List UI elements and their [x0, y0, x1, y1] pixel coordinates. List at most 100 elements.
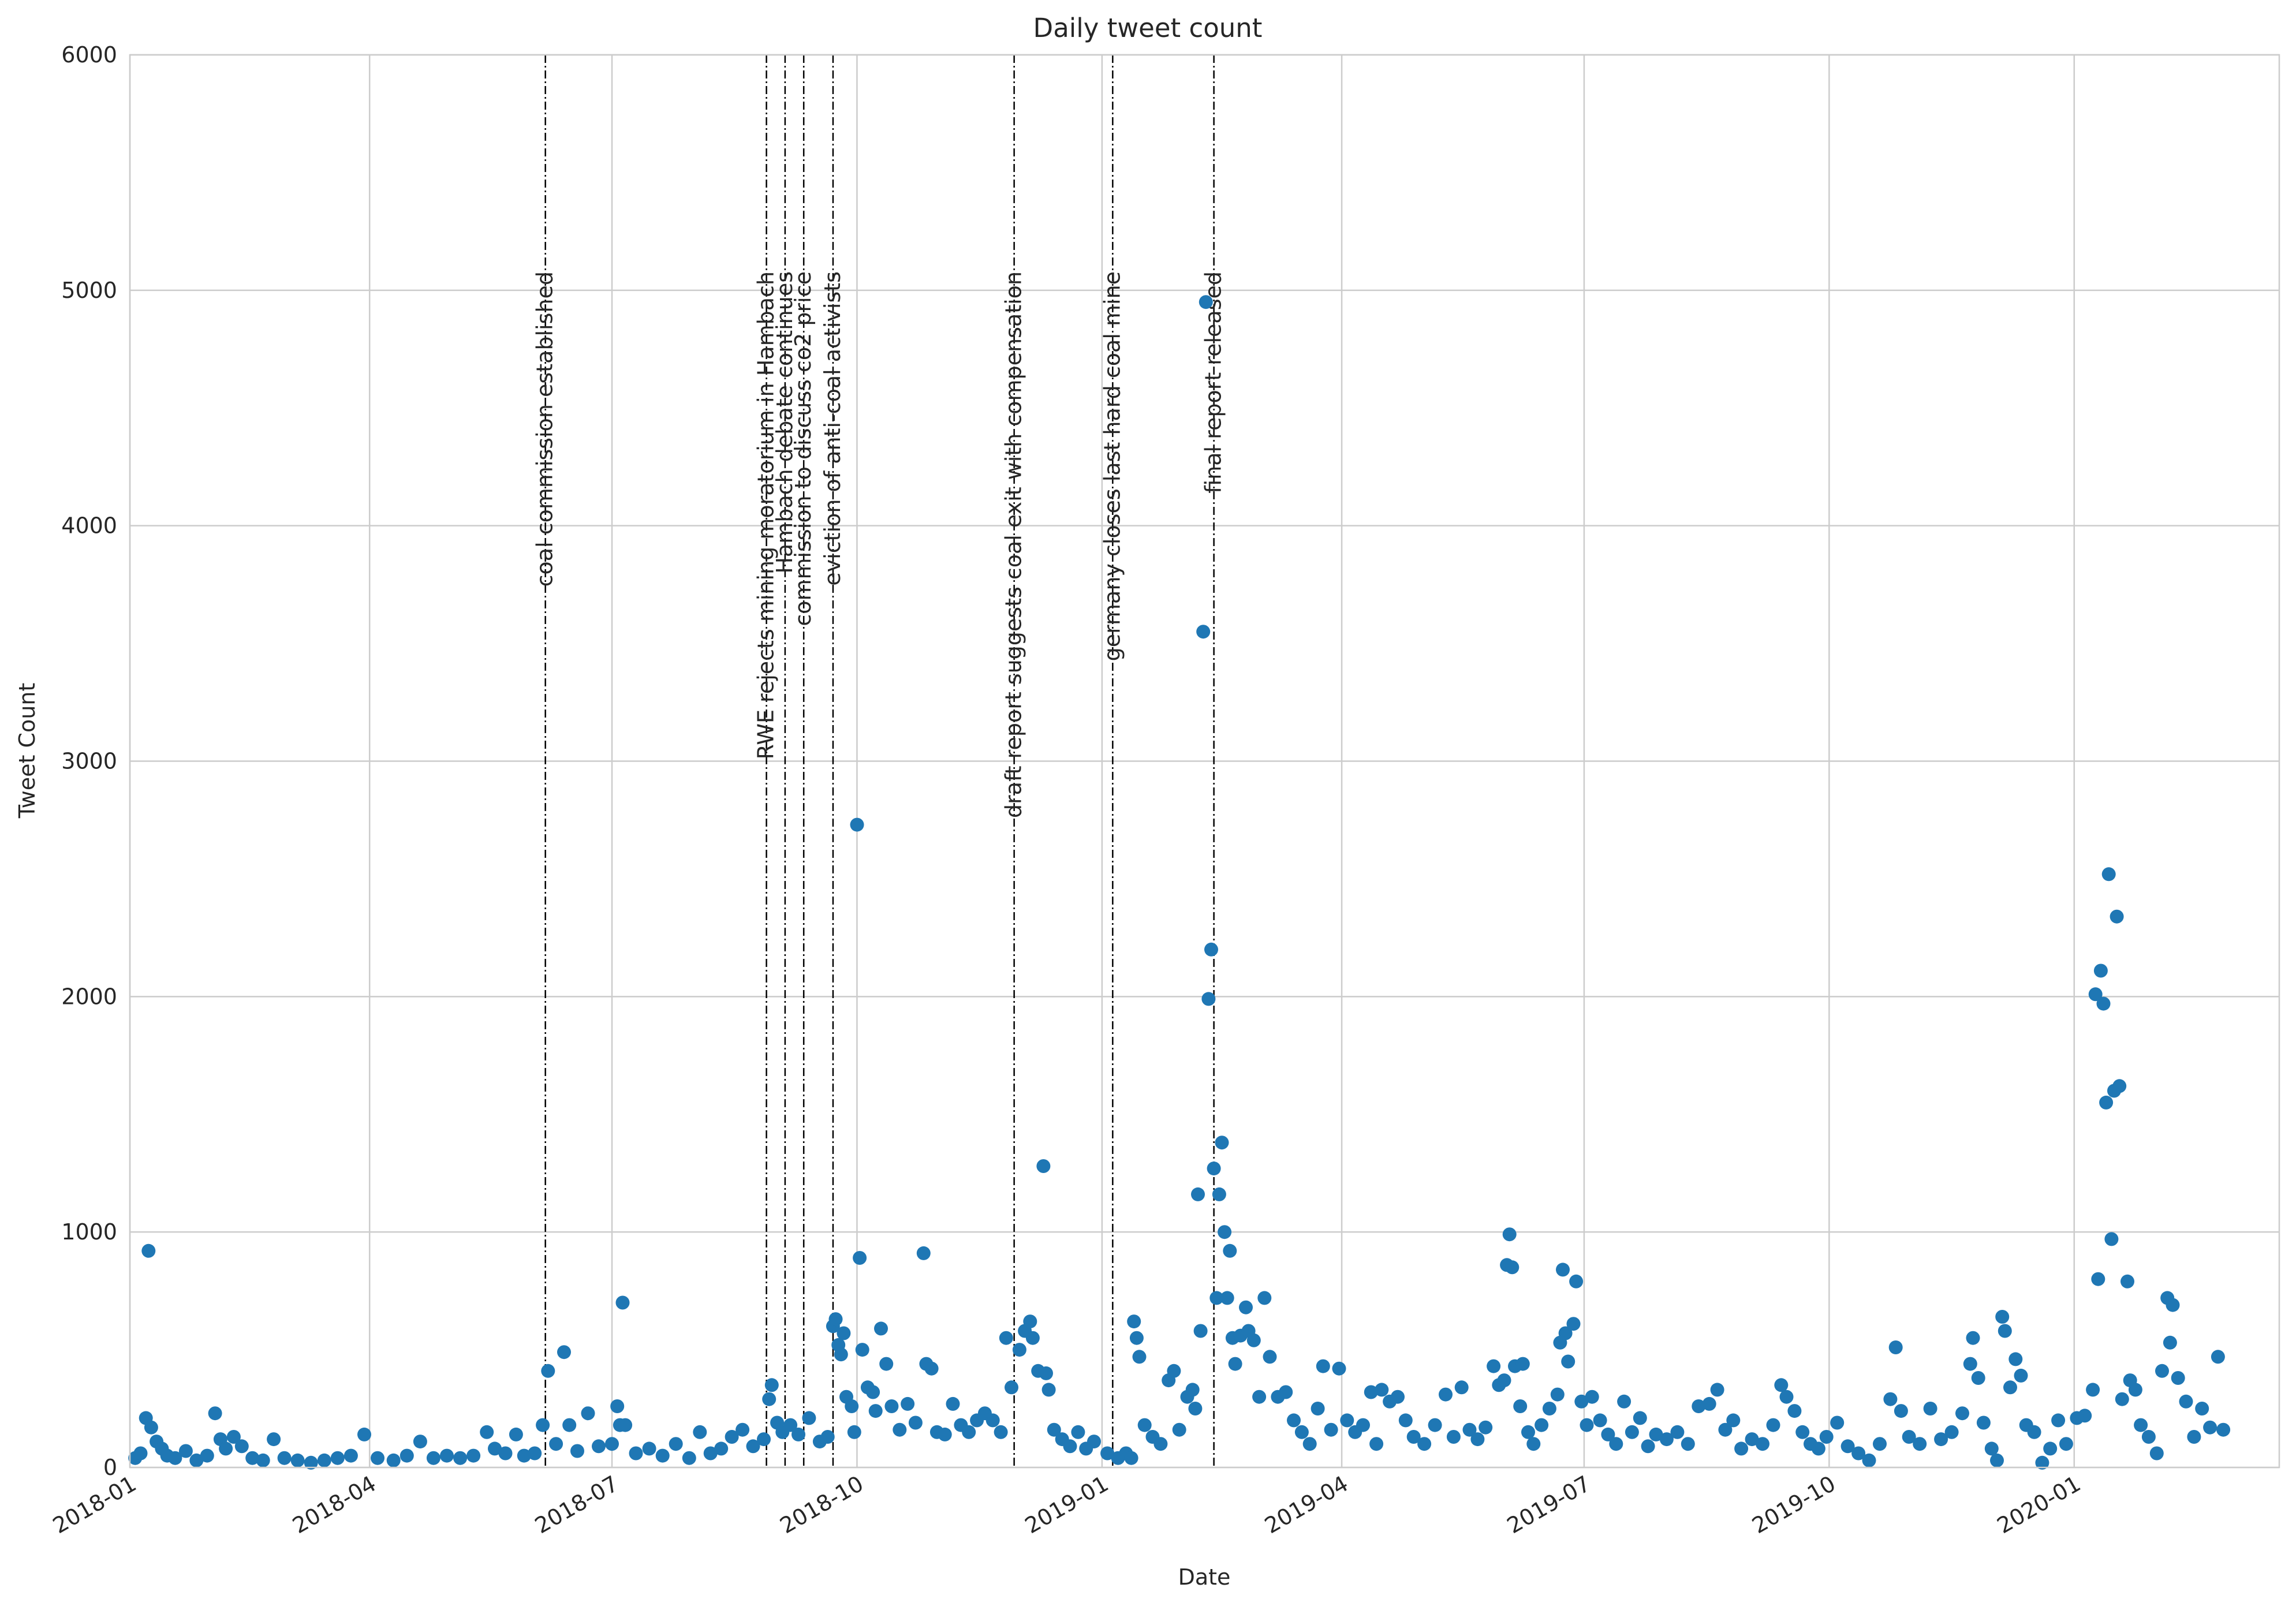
data-point	[1228, 1357, 1242, 1371]
data-point	[610, 1399, 625, 1413]
data-points	[128, 295, 2231, 1470]
data-point	[549, 1437, 563, 1451]
data-point	[879, 1357, 894, 1371]
data-point	[1702, 1396, 1716, 1411]
event-label: Hambach debate continues	[772, 271, 797, 574]
data-point	[1718, 1422, 1733, 1437]
data-point	[783, 1418, 798, 1432]
data-point	[498, 1446, 513, 1461]
data-point	[1005, 1380, 1018, 1395]
data-point	[1998, 1324, 2012, 1338]
data-point	[1257, 1291, 1272, 1305]
event-label: coal commission established	[532, 271, 558, 587]
data-point	[1550, 1387, 1565, 1402]
data-point	[517, 1448, 531, 1463]
data-point	[2086, 1383, 2100, 1397]
data-point	[2166, 1298, 2180, 1312]
data-point	[1574, 1394, 1589, 1409]
data-point	[1167, 1364, 1181, 1378]
data-point	[2211, 1350, 2225, 1364]
data-point	[1984, 1441, 1999, 1456]
data-point	[985, 1413, 1000, 1428]
data-point	[2096, 996, 2111, 1011]
data-point	[1191, 1187, 1205, 1201]
data-point	[1063, 1439, 1077, 1454]
data-point	[938, 1427, 952, 1441]
data-point	[2091, 1272, 2105, 1286]
data-point	[2187, 1430, 2201, 1444]
data-point	[1223, 1243, 1237, 1258]
data-point	[1894, 1404, 1908, 1418]
data-point	[999, 1331, 1013, 1345]
data-point	[1294, 1425, 1309, 1439]
data-point	[850, 817, 864, 832]
y-tick-label: 6000	[61, 42, 117, 68]
data-point	[2195, 1402, 2209, 1415]
data-point	[541, 1364, 555, 1378]
data-point	[1566, 1317, 1581, 1331]
data-point	[1955, 1406, 1969, 1421]
data-point	[2099, 1095, 2114, 1110]
data-point	[1417, 1437, 1432, 1451]
data-point	[764, 1378, 779, 1392]
data-point	[1428, 1418, 1442, 1432]
data-point	[901, 1396, 915, 1411]
data-point	[2128, 1383, 2142, 1397]
data-point	[1830, 1415, 1845, 1430]
data-point	[1023, 1314, 1037, 1329]
y-axis-label: Tweet Count	[14, 683, 40, 819]
data-point	[834, 1347, 848, 1362]
y-tick-label: 4000	[61, 513, 117, 539]
data-point	[1774, 1378, 1789, 1392]
data-point	[1934, 1432, 1948, 1447]
data-point	[884, 1399, 899, 1413]
data-point	[618, 1418, 633, 1432]
event-label: germany closes last hard coal mine	[1099, 271, 1125, 661]
x-tick-label: 2018-01	[48, 1471, 141, 1538]
data-point	[1220, 1291, 1234, 1305]
y-tick-label: 5000	[61, 278, 117, 303]
data-point	[200, 1448, 214, 1463]
data-point	[1218, 1225, 1232, 1239]
data-point	[509, 1427, 523, 1441]
data-point	[1963, 1357, 1977, 1371]
event-label: commission to discuss co2 price	[790, 271, 816, 626]
data-point	[874, 1321, 888, 1336]
data-point	[669, 1437, 683, 1451]
data-point	[1862, 1453, 1876, 1467]
data-point	[1364, 1385, 1378, 1399]
x-tick-label: 2019-04	[1260, 1471, 1353, 1538]
data-point	[1883, 1392, 1898, 1406]
data-point	[2027, 1425, 2041, 1439]
data-point	[962, 1425, 976, 1439]
data-point	[994, 1425, 1008, 1439]
data-point	[536, 1418, 550, 1432]
x-axis-ticks: 2018-01 2018-04 2018-07 2018-10 2019-01 2019-…	[48, 1471, 2085, 1538]
data-point	[371, 1451, 384, 1465]
data-point	[1995, 1310, 2010, 1324]
data-point	[946, 1396, 960, 1411]
data-point	[1340, 1413, 1354, 1428]
data-point	[757, 1432, 771, 1447]
data-point	[226, 1430, 241, 1444]
data-point	[267, 1432, 281, 1447]
data-point	[1209, 1291, 1224, 1305]
data-point	[1726, 1413, 1741, 1428]
data-point	[277, 1451, 292, 1465]
data-point	[1207, 1161, 1221, 1176]
data-point	[2093, 963, 2108, 978]
data-point	[1601, 1427, 1615, 1441]
data-point	[820, 1430, 835, 1444]
data-point	[1439, 1387, 1453, 1402]
data-point	[1398, 1413, 1413, 1428]
data-point	[893, 1422, 907, 1437]
data-point	[256, 1453, 270, 1467]
data-point	[615, 1295, 630, 1310]
data-point	[1246, 1333, 1261, 1347]
data-point	[1795, 1425, 1810, 1439]
x-tick-label: 2019-07	[1503, 1471, 1595, 1538]
data-point	[1369, 1437, 1384, 1451]
data-point	[2110, 909, 2124, 924]
event-label: RWE rejects mining moratorium in Hambach	[753, 271, 779, 759]
data-point	[178, 1444, 193, 1458]
